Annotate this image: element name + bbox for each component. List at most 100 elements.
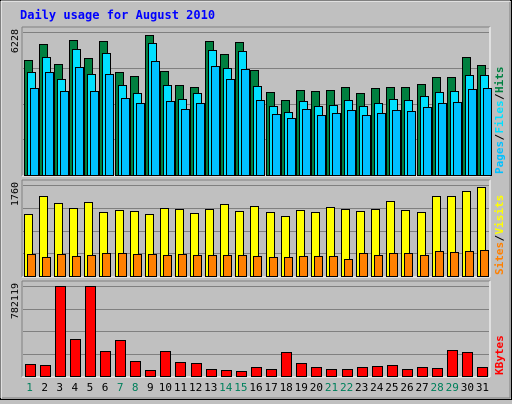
- bar-pages-day-5: [90, 91, 99, 176]
- bar-sites-day-1: [27, 254, 36, 277]
- x-tick-label-day-31: 31: [476, 381, 489, 394]
- bar-pages-day-27: [423, 107, 432, 176]
- x-tick-label-day-11: 11: [174, 381, 187, 394]
- x-tick-label-day-15: 15: [234, 381, 247, 394]
- bar-sites-day-29: [450, 252, 459, 277]
- bar-pages-day-30: [468, 89, 477, 176]
- bar-sites-day-22: [344, 259, 353, 277]
- bar-sites-day-24: [374, 255, 383, 277]
- x-tick-label-day-30: 30: [461, 381, 474, 394]
- bar-sites-day-26: [404, 253, 413, 277]
- x-tick-label-day-9: 9: [147, 381, 154, 394]
- x-tick-label-day-12: 12: [189, 381, 202, 394]
- bar-sites-day-17: [269, 257, 278, 277]
- bar-sites-day-5: [87, 255, 96, 277]
- legend-item-hits: Hits: [493, 67, 506, 94]
- bar-pages-day-8: [136, 103, 145, 176]
- bar-pages-day-6: [105, 74, 114, 176]
- legend-hits-files-pages: Pages/Files/Hits: [493, 67, 506, 175]
- bar-kbytes-day-19: [296, 363, 307, 377]
- bar-pages-day-7: [121, 98, 130, 176]
- bar-kbytes-day-14: [221, 370, 232, 377]
- bar-pages-day-15: [241, 69, 250, 176]
- bar-kbytes-day-15: [236, 371, 247, 377]
- bar-pages-day-29: [453, 102, 462, 176]
- y-axis-max-label: 6228: [10, 29, 21, 53]
- bar-kbytes-day-31: [477, 367, 488, 377]
- bar-sites-day-31: [480, 250, 489, 277]
- bar-pages-day-23: [362, 115, 371, 176]
- bar-sites-day-4: [72, 256, 81, 277]
- bar-kbytes-day-27: [417, 367, 428, 377]
- legend-item-sites: Sites: [493, 242, 506, 275]
- bar-pages-day-11: [181, 109, 190, 176]
- x-axis-labels: 1 2 3 4 5 6 7 8 9 10 11 12 13 14 15 16 17 18 19 20 21 22 23 24 2…: [26, 381, 489, 394]
- bar-kbytes-day-20: [311, 367, 322, 377]
- bar-pages-day-9: [151, 61, 160, 176]
- bar-pages-day-24: [377, 113, 386, 176]
- bar-kbytes-day-13: [206, 369, 217, 377]
- bar-sites-day-21: [329, 256, 338, 277]
- chart-panels: 6228Pages/Files/Hits1760Sites/Visits7821…: [10, 26, 506, 378]
- bar-sites-day-28: [435, 251, 444, 277]
- bar-kbytes-day-25: [387, 365, 398, 377]
- bar-pages-day-26: [407, 111, 416, 176]
- bar-sites-day-23: [359, 253, 368, 277]
- chart-title: Daily usage for August 2010: [20, 8, 215, 22]
- x-tick-label-day-2: 2: [41, 381, 48, 394]
- legend-item-pages: Pages: [493, 141, 506, 174]
- bar-sites-day-12: [193, 255, 202, 277]
- x-tick-label-day-24: 24: [370, 381, 384, 394]
- bar-pages-day-14: [226, 79, 235, 176]
- bar-kbytes-day-26: [402, 369, 413, 377]
- bar-kbytes-day-10: [160, 351, 171, 377]
- bar-kbytes-day-3: [55, 286, 66, 377]
- bar-pages-day-10: [166, 101, 175, 176]
- x-tick-label-day-29: 29: [446, 381, 459, 394]
- panel-hits-files-pages: 6228 Pages/Files/Hits: [10, 26, 506, 177]
- x-tick-label-day-19: 19: [295, 381, 308, 394]
- x-tick-label-day-21: 21: [325, 381, 338, 394]
- bar-kbytes-day-18: [281, 352, 292, 377]
- bar-pages-day-2: [45, 72, 54, 176]
- bar-pages-day-20: [317, 115, 326, 176]
- x-tick-label-day-8: 8: [132, 381, 139, 394]
- bar-sites-day-15: [238, 255, 247, 277]
- x-tick-label-day-16: 16: [249, 381, 262, 394]
- legend-separator: /: [493, 93, 506, 100]
- bar-pages-day-21: [332, 113, 341, 176]
- x-tick-label-day-5: 5: [87, 381, 94, 394]
- bar-kbytes-day-30: [462, 352, 473, 377]
- bar-kbytes-day-21: [326, 369, 337, 377]
- bar-pages-day-17: [272, 114, 281, 176]
- bar-sites-day-6: [102, 253, 111, 277]
- x-tick-label-day-27: 27: [415, 381, 428, 394]
- legend-separator: /: [493, 134, 506, 141]
- bar-kbytes-day-16: [251, 367, 262, 377]
- legend-kbytes: KBytes: [493, 335, 506, 375]
- bar-kbytes-day-23: [357, 367, 368, 377]
- bar-kbytes-day-29: [447, 350, 458, 377]
- bar-pages-day-12: [196, 103, 205, 176]
- x-tick-label-day-4: 4: [72, 381, 79, 394]
- bar-sites-day-13: [208, 255, 217, 277]
- bar-sites-day-18: [284, 257, 293, 277]
- bar-sites-day-9: [148, 254, 157, 277]
- bar-pages-day-3: [60, 91, 69, 176]
- legend-visits-sites: Sites/Visits: [493, 195, 506, 275]
- panel-visits-sites: 1760 Sites/Visits: [10, 179, 506, 278]
- bar-sites-day-7: [118, 253, 127, 277]
- legend-item-kbytes: KBytes: [493, 335, 506, 375]
- bar-pages-day-18: [287, 118, 296, 176]
- bar-sites-day-11: [178, 254, 187, 277]
- bar-sites-day-30: [465, 251, 474, 277]
- bar-kbytes-day-2: [40, 365, 51, 377]
- bar-kbytes-day-8: [130, 361, 141, 377]
- bar-sites-day-25: [389, 253, 398, 277]
- bar-kbytes-day-9: [145, 370, 156, 377]
- legend-item-visits: Visits: [493, 195, 506, 235]
- x-tick-label-day-17: 17: [264, 381, 277, 394]
- x-tick-label-day-6: 6: [102, 381, 109, 394]
